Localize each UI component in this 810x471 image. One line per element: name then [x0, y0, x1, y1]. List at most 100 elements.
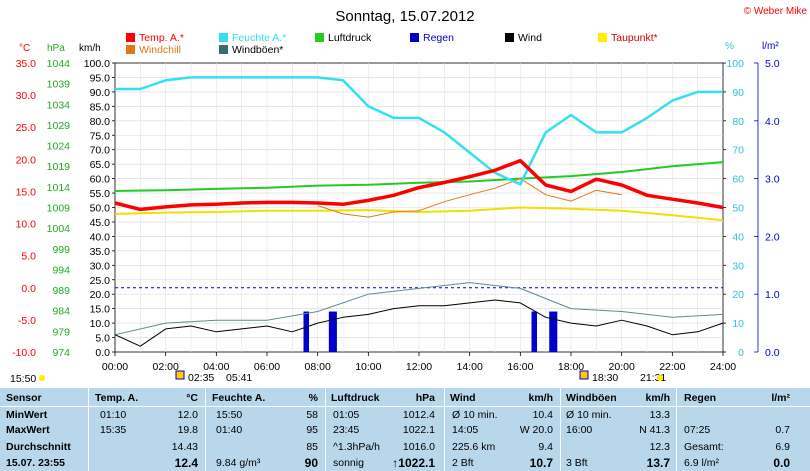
temp-tick-label: 35.0 — [16, 58, 37, 70]
unit-speed: km/h — [79, 43, 101, 54]
legend-label-pressure: Luftdruck — [328, 32, 372, 44]
x-tick-label: 24:00 — [710, 361, 736, 373]
rain-bar — [534, 311, 538, 352]
speed-tick-label: 100.0 — [84, 58, 110, 70]
stats-temp-value: 14.43 — [171, 441, 198, 453]
speed-tick-label: 15.0 — [90, 304, 111, 316]
stats-pressure-value: 1022.1 — [402, 424, 435, 436]
x-tick-label: 02:00 — [153, 361, 179, 373]
stats-pressure-time: sonnig — [333, 457, 364, 469]
pressure-tick-label: 994 — [52, 264, 70, 276]
legend-label-humidity: Feuchte A.* — [232, 32, 286, 44]
speed-tick-label: 45.0 — [90, 217, 111, 229]
rain-bar — [554, 311, 558, 352]
speed-tick-label: 30.0 — [90, 260, 111, 272]
x-tick-label: 18:00 — [558, 361, 584, 373]
legend-swatch-wind — [505, 33, 514, 42]
rain-bar — [531, 311, 535, 352]
stats-temp-value: 12.4 — [174, 456, 198, 470]
stats-header-rain: Regen — [684, 392, 717, 404]
series-temp-line — [114, 158, 724, 212]
stats-rain-label: 07:25 — [684, 424, 711, 436]
sun-times-row: 15:50 02:35 05:41 18:30 21:31 — [10, 370, 666, 385]
pressure-tick-label: 1039 — [47, 79, 71, 91]
pressure-tick-label: 1014 — [47, 182, 71, 194]
stats-header-divider — [0, 406, 810, 407]
rain-tick-label: 5.0 — [765, 58, 780, 70]
temp-tick-label: 25.0 — [16, 122, 37, 134]
series-layer — [114, 76, 724, 352]
legend-swatch-pressure — [315, 33, 324, 42]
x-tick-label: 04:00 — [203, 361, 229, 373]
legend-label-temp: Temp. A.* — [139, 32, 184, 44]
sun-icon — [39, 375, 45, 381]
stats-rain-value: 6.9 — [775, 441, 790, 453]
rain-tick-label: 0.0 — [765, 347, 780, 359]
legend-label-dewpoint: Taupunkt* — [611, 32, 658, 44]
speed-tick-label: 35.0 — [90, 246, 111, 258]
humidity-tick-label: 40 — [732, 231, 744, 243]
legend-label-wind: Wind — [518, 32, 542, 44]
x-tick-label: 12:00 — [406, 361, 432, 373]
stats-header-temp-unit: °C — [186, 392, 198, 404]
col-divider — [560, 388, 561, 471]
humidity-tick-label: 10 — [732, 318, 744, 330]
stats-rain-value: 0.0 — [773, 456, 790, 470]
stats-temp-time: 15:35 — [100, 424, 127, 436]
stats-pressure-value: ↑1022.1 — [392, 456, 435, 470]
legend-swatch-humidity — [219, 33, 228, 42]
stats-table: Sensor Temp. A. °C Feuchte A.% Luftdruck hPa W… — [0, 388, 810, 471]
stats-gusts-label: 3 Bft — [566, 457, 588, 469]
stats-header-gusts: Windböen — [566, 392, 617, 404]
pressure-tick-label: 1024 — [47, 141, 71, 153]
series-dewpoint-line — [114, 206, 724, 222]
rain-bar — [306, 311, 310, 352]
stats-wind-label: 225.6 km — [452, 441, 496, 453]
rain-bar — [549, 311, 553, 352]
weather-chart: Sonntag, 15.07.2012 © Weber Mike Temp. A… — [10, 6, 807, 385]
stats-row-label: MaxWert — [6, 424, 50, 436]
humidity-tick-label: 70 — [732, 145, 744, 157]
stats-row-label: Durchschnitt — [6, 441, 71, 453]
speed-tick-label: 50.0 — [90, 203, 111, 215]
stats-temp-value: 12.0 — [177, 409, 198, 421]
stats-header-sensor: Sensor — [6, 392, 42, 404]
stats-header-humidity: Feuchte A. — [212, 392, 266, 404]
legend-swatch-temp — [126, 33, 135, 42]
humidity-tick-label: 100 — [726, 58, 744, 70]
col-divider — [676, 388, 677, 471]
stats-rain-label: 6.9 l/m² — [684, 457, 720, 469]
speed-tick-label: 25.0 — [90, 275, 111, 287]
stats-pressure-time: 01:05 — [333, 409, 360, 421]
stats-gusts-value: 13.3 — [649, 409, 670, 421]
stats-humidity-time: 01:40 — [216, 424, 243, 436]
col-divider — [88, 388, 89, 471]
stats-rain-label: Gesamt: — [684, 441, 724, 453]
rain-tick-label: 2.0 — [765, 231, 780, 243]
speed-tick-label: 55.0 — [90, 188, 111, 200]
stats-gusts-value: 13.7 — [646, 456, 670, 470]
stats-row-label: MinWert — [6, 409, 48, 421]
x-tick-label: 08:00 — [305, 361, 331, 373]
temp-tick-label: 10.0 — [16, 219, 37, 231]
legend: Temp. A.* Feuchte A.* Luftdruck Regen Wi… — [126, 32, 658, 56]
speed-tick-label: 85.0 — [90, 101, 111, 113]
stats-pressure-value: 1012.4 — [402, 409, 435, 421]
speed-tick-label: 65.0 — [90, 159, 111, 171]
legend-label-rain: Regen — [423, 32, 454, 44]
stats-wind-label: 2 Bft — [452, 457, 474, 469]
pressure-tick-label: 989 — [52, 285, 70, 297]
stats-wind-label: 14:05 — [452, 424, 479, 436]
speed-tick-label: 90.0 — [90, 87, 111, 99]
col-divider — [205, 388, 206, 471]
stats-pressure-time: 23:45 — [333, 424, 360, 436]
stats-header-temp: Temp. A. — [95, 392, 139, 404]
temp-tick-label: -5.0 — [18, 315, 36, 327]
legend-swatch-dewpoint — [598, 33, 607, 42]
stats-wind-value: 10.7 — [529, 456, 553, 470]
stats-gusts-label: Ø 10 min. — [566, 409, 612, 421]
speed-tick-label: 80.0 — [90, 116, 111, 128]
legend-swatch-gusts — [219, 45, 228, 54]
x-tick-label: 20:00 — [609, 361, 635, 373]
x-tick-label: 00:00 — [102, 361, 128, 373]
